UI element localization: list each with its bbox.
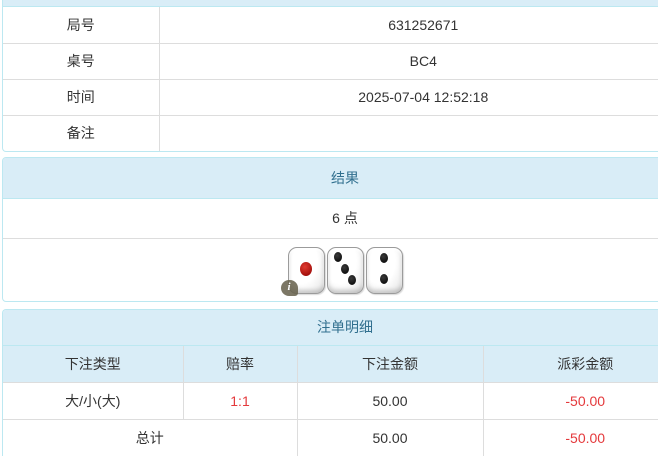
- table-id-label: 桌号: [3, 42, 159, 79]
- result-points: 6 点: [3, 199, 658, 239]
- die-pip: [380, 252, 388, 263]
- time-label: 时间: [3, 78, 159, 115]
- remark-label: 备注: [3, 114, 159, 151]
- result-panel-title: 结果: [3, 158, 658, 199]
- bet-row: 大/小(大) 1:1 50.00 -50.00: [3, 381, 658, 419]
- payout-amount-header: 派彩金额: [482, 346, 658, 382]
- time-value: 2025-07-04 12:52:18: [158, 78, 658, 115]
- bet-details-table: 下注类型 赔率 下注金额 派彩金额 大/小(大) 1:1 50.00 -50.0…: [3, 346, 658, 456]
- die-pip: [300, 261, 312, 276]
- bet-details-panel: 注单明细 下注类型 赔率 下注金额 派彩金额 大/小(大) 1:1 50.00: [2, 309, 658, 456]
- dice-group: i: [3, 239, 658, 301]
- game-info-table: 局号 631252671 桌号 BC4 时间 2025-07-04 12:52:…: [3, 7, 658, 151]
- table-id-value: BC4: [158, 42, 658, 79]
- table-row: 备注: [3, 114, 658, 151]
- die-3-value-2: [365, 246, 403, 294]
- total-bet-cell: 50.00: [296, 418, 483, 456]
- table-row: 桌号 BC4: [3, 42, 658, 79]
- bet-type-header: 下注类型: [3, 346, 183, 382]
- game-info-heading-strip: [3, 0, 658, 7]
- bet-type-cell: 大/小(大): [3, 381, 183, 419]
- remark-value: [158, 114, 658, 151]
- die-pip: [348, 274, 357, 285]
- round-id-value: 631252671: [158, 7, 658, 43]
- round-id-label: 局号: [66, 16, 95, 33]
- table-row: 时间 2025-07-04 12:52:18: [3, 78, 658, 115]
- die-pip: [380, 274, 388, 285]
- bet-details-title: 注单明细: [3, 310, 658, 346]
- total-payout-cell: -50.00: [482, 418, 658, 456]
- table-header-row: 下注类型 赔率 下注金额 派彩金额: [3, 346, 658, 382]
- die-pip: [333, 252, 342, 263]
- payout-amount-cell: -50.00: [482, 381, 658, 419]
- odds-header: 赔率: [182, 346, 297, 382]
- result-panel: 结果 6 点 i: [2, 157, 658, 302]
- die-1-value-1: i: [280, 246, 325, 296]
- odds-cell: 1:1: [182, 381, 297, 419]
- die-pip: [341, 263, 349, 274]
- bet-amount-cell: 50.00: [296, 381, 483, 419]
- total-label-cell: 总计: [3, 418, 297, 456]
- die-2-value-3: [326, 246, 364, 294]
- game-info-panel: 局号 631252671 桌号 BC4 时间 2025-07-04 12:52:…: [2, 0, 658, 152]
- bet-amount-header: 下注金额: [296, 346, 483, 382]
- info-icon[interactable]: i: [280, 279, 298, 296]
- table-row: 局号 631252671: [3, 7, 658, 43]
- total-row: 总计 50.00 -50.00: [3, 418, 658, 456]
